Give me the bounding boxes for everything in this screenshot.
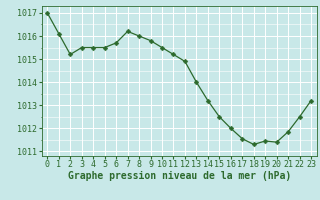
X-axis label: Graphe pression niveau de la mer (hPa): Graphe pression niveau de la mer (hPa) [68,171,291,181]
